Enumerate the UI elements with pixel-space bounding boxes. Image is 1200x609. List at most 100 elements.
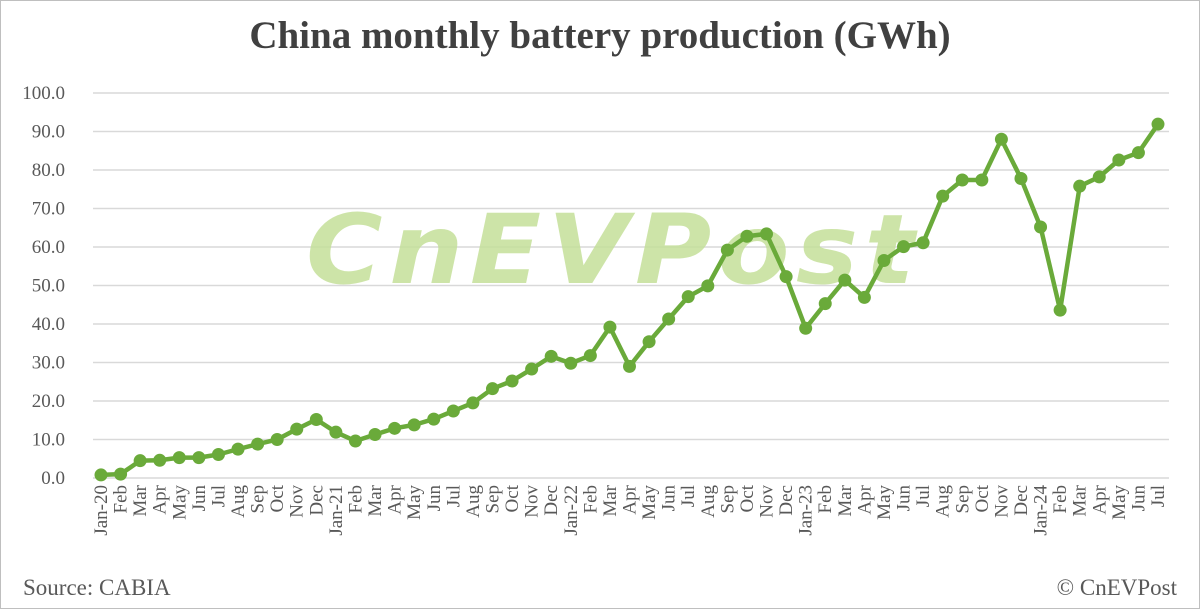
x-tick-label: Jun (424, 485, 445, 512)
x-tick-label: Jul (1148, 485, 1169, 507)
data-point (525, 362, 539, 376)
y-tick-label: 20.0 (32, 391, 65, 412)
x-tick-label: Oct (267, 484, 288, 512)
x-tick-label: Aug (933, 485, 954, 518)
source-note: Source: CABIA (23, 575, 171, 600)
y-tick-label: 70.0 (32, 199, 65, 220)
data-point (1092, 170, 1106, 184)
data-point (290, 422, 304, 436)
x-tick-label: Jul (678, 485, 699, 507)
x-tick-label: Mar (365, 484, 386, 516)
x-tick-label: May (1109, 485, 1130, 520)
x-tick-label: Feb (111, 485, 132, 514)
x-tick-label: Feb (345, 485, 366, 514)
y-tick-label: 0.0 (41, 468, 65, 489)
data-point (348, 434, 362, 448)
x-tick-label: Aug (698, 485, 719, 518)
data-point (701, 279, 715, 293)
x-tick-label: Oct (502, 484, 523, 512)
chart-title: China monthly battery production (GWh) (249, 14, 951, 57)
data-point (505, 374, 519, 388)
x-tick-label: Apr (620, 484, 641, 514)
gridlines (93, 92, 1169, 479)
data-point (838, 273, 852, 287)
data-point (133, 454, 147, 468)
data-point (662, 312, 676, 326)
data-point (329, 425, 343, 439)
x-tick-label: Sep (717, 485, 738, 514)
x-tick-label: Jun (189, 485, 210, 512)
x-tick-label: Jul (208, 485, 229, 507)
x-tick-label: Dec (306, 485, 327, 516)
data-point (153, 453, 167, 467)
data-point (799, 321, 813, 335)
y-tick-label: 60.0 (32, 237, 65, 258)
x-axis: Jan-20FebMarAprMayJunJulAugSepOctNovDecJ… (91, 484, 1169, 535)
x-tick-label: Mar (600, 484, 621, 516)
data-point (720, 243, 734, 257)
x-tick-label: Dec (541, 485, 562, 516)
data-point (270, 433, 284, 446)
x-tick-label: Dec (1011, 485, 1032, 516)
x-tick-label: Feb (815, 485, 836, 514)
x-tick-label: Apr (385, 484, 406, 514)
x-tick-label: Mar (1070, 484, 1091, 516)
x-tick-label: Feb (1050, 485, 1071, 514)
data-point (994, 132, 1008, 146)
y-tick-label: 10.0 (32, 430, 65, 451)
x-tick-label: May (169, 485, 190, 520)
x-tick-label: Jan-22 (561, 485, 582, 536)
data-point (114, 467, 128, 481)
data-point (564, 356, 578, 370)
data-point (916, 236, 930, 250)
data-point (760, 227, 774, 241)
data-point (897, 240, 911, 254)
x-tick-label: Nov (991, 485, 1012, 518)
data-point (1034, 220, 1048, 234)
data-point (1014, 171, 1028, 185)
x-tick-label: Sep (248, 485, 269, 514)
x-tick-label: Jun (659, 485, 680, 512)
x-tick-label: Sep (482, 485, 503, 514)
y-tick-label: 90.0 (32, 122, 65, 143)
data-point (936, 189, 950, 203)
x-tick-label: Nov (757, 485, 778, 518)
x-tick-label: Jan-23 (796, 485, 817, 536)
x-tick-label: Apr (1089, 484, 1110, 514)
data-point (446, 404, 460, 418)
x-tick-label: Aug (463, 485, 484, 518)
data-point (231, 442, 245, 456)
data-point (877, 253, 891, 267)
y-tick-label: 30.0 (32, 353, 65, 374)
y-tick-label: 100.0 (22, 83, 65, 104)
x-tick-label: Mar (835, 484, 856, 516)
data-point (368, 427, 382, 441)
data-point (1112, 153, 1126, 167)
y-tick-label: 40.0 (32, 314, 65, 335)
data-point (779, 270, 793, 284)
data-point (681, 290, 695, 304)
x-tick-label: Mar (130, 484, 151, 516)
data-point (857, 290, 871, 304)
data-point (1053, 303, 1067, 317)
data-point (955, 173, 969, 187)
data-point (1151, 117, 1165, 131)
data-point (975, 173, 989, 187)
x-tick-label: Jan-24 (1031, 485, 1052, 536)
data-point (427, 412, 441, 426)
x-tick-label: Oct (737, 484, 758, 512)
y-tick-label: 80.0 (32, 160, 65, 181)
data-point (485, 382, 499, 396)
credit-note: © CnEVPost (1056, 575, 1177, 600)
x-tick-label: Sep (952, 485, 973, 514)
data-point (544, 349, 558, 363)
data-point (192, 451, 206, 465)
data-point (251, 437, 265, 451)
x-tick-label: May (639, 485, 660, 520)
x-tick-label: Jun (894, 485, 915, 512)
data-point (583, 349, 597, 363)
data-point (94, 468, 108, 482)
x-tick-label: Nov (287, 485, 308, 518)
data-point (388, 421, 402, 435)
